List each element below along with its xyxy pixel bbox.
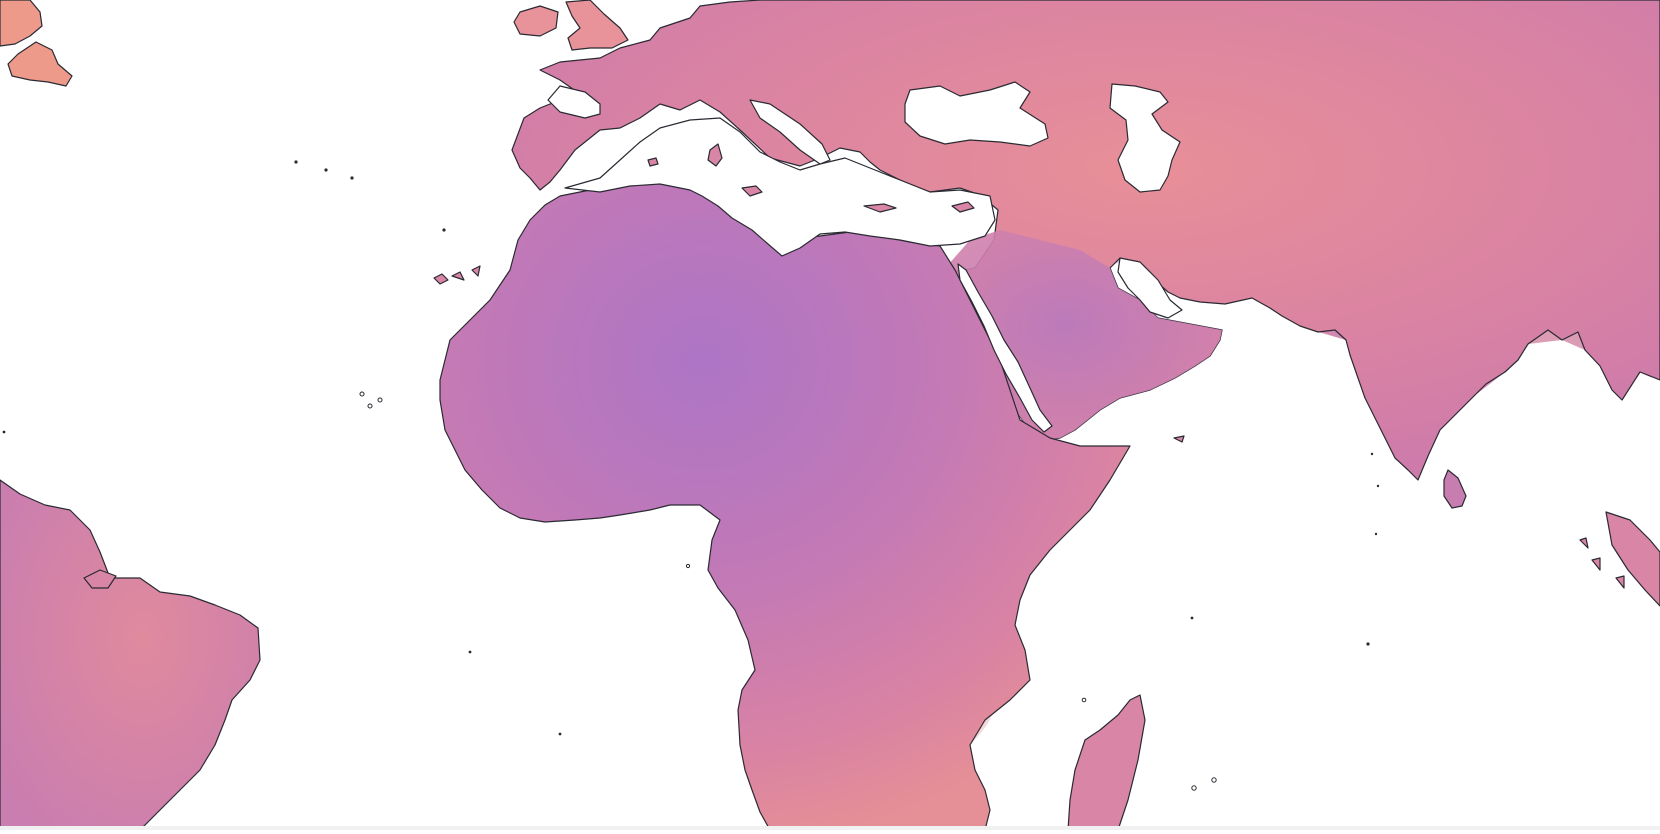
landmass-arabia	[940, 230, 1222, 440]
landmass-british-isles	[513, 0, 629, 51]
landmass-newfoundland	[0, 0, 73, 87]
landmass-sri-lanka	[1443, 469, 1467, 509]
landmass-sumatra	[1605, 511, 1660, 607]
landmass-eurasia	[511, 0, 1660, 481]
water-bodies	[547, 81, 1183, 433]
bottom-border	[0, 826, 1660, 830]
landmass-madagascar	[1067, 694, 1146, 831]
landmass-south-america	[0, 479, 261, 831]
landmass-africa	[439, 179, 1131, 831]
med-islands	[647, 143, 975, 213]
ocean-islands	[2, 160, 1625, 791]
